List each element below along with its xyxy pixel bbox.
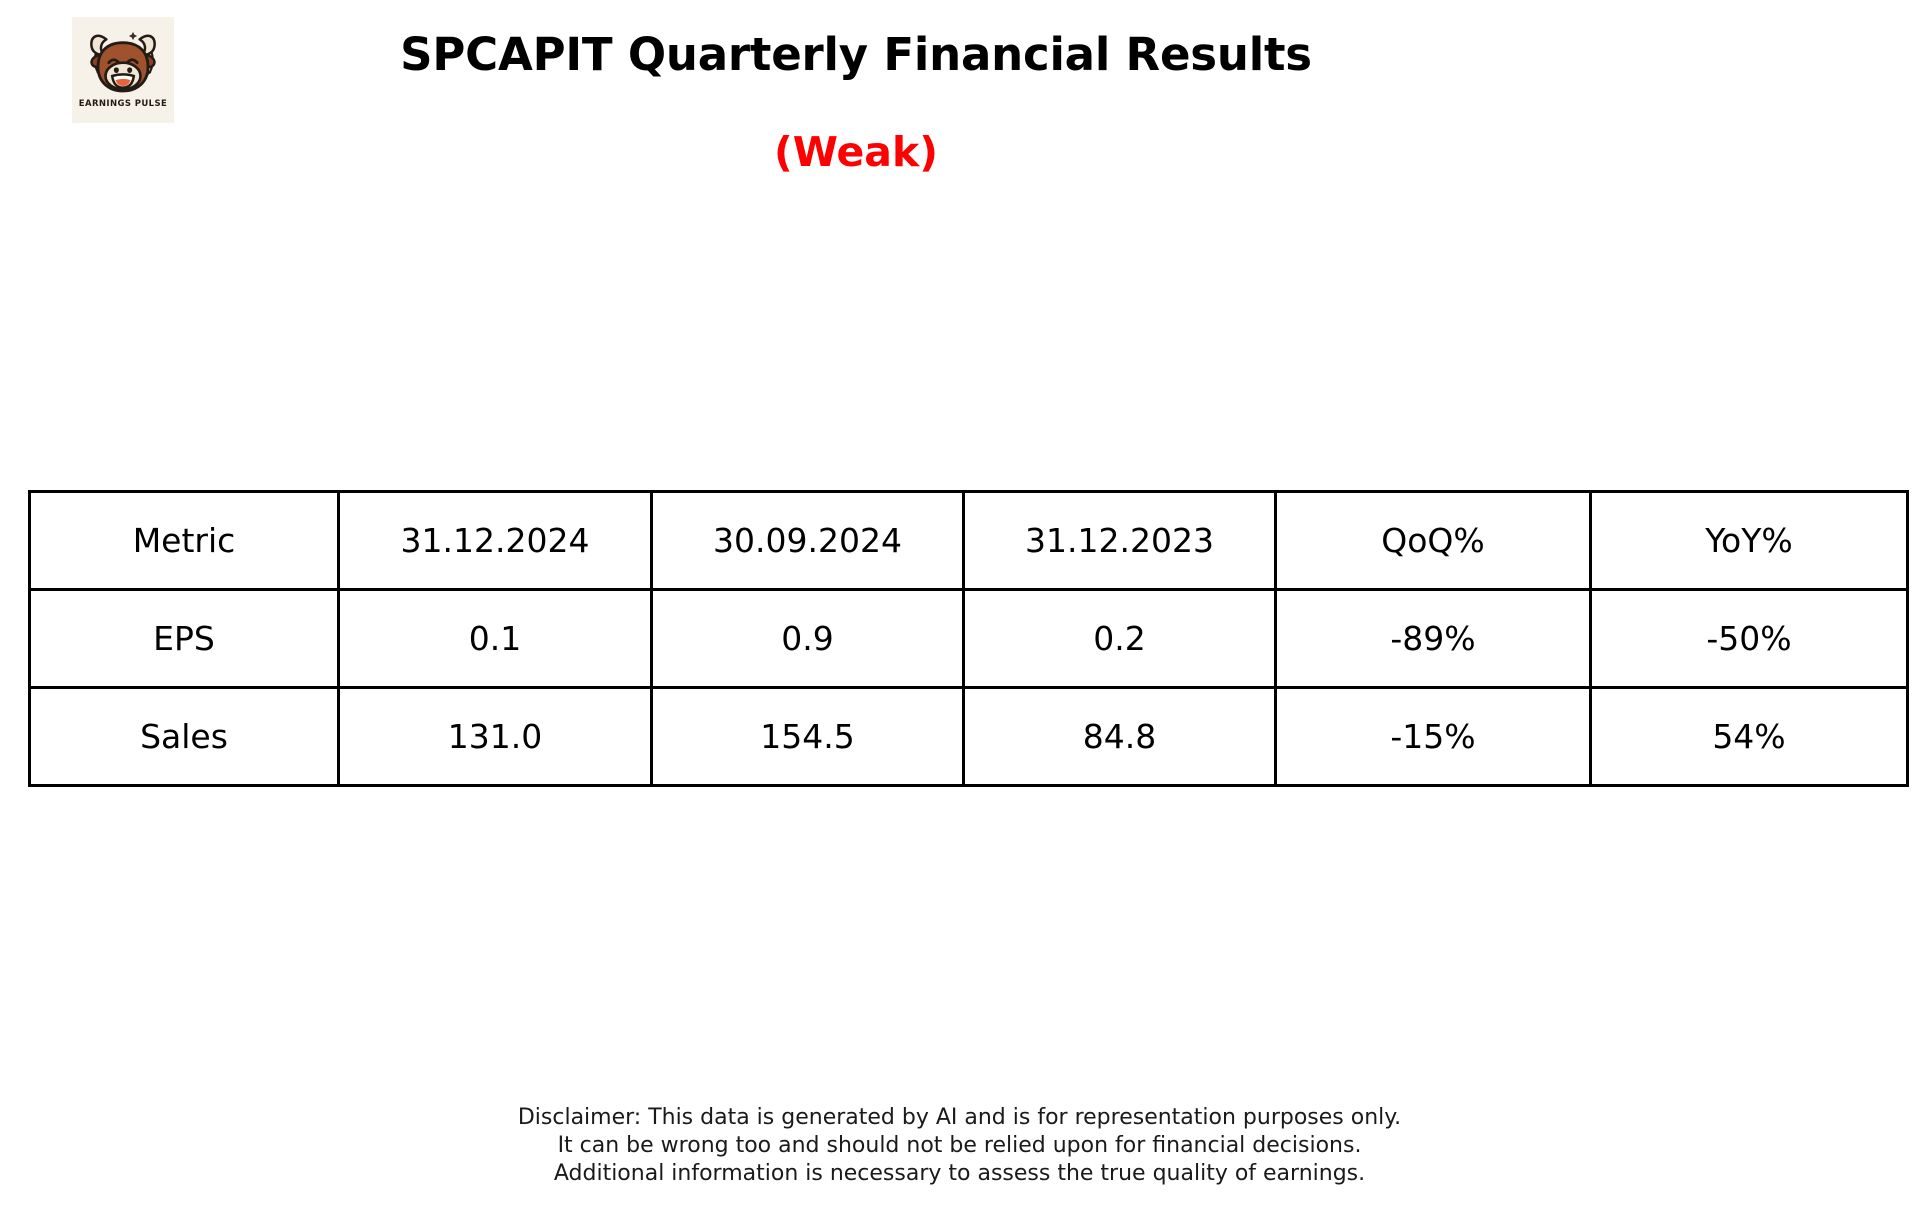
cell-sales-previous: 154.5 xyxy=(650,686,965,787)
brand-logo: EARNINGS PULSE xyxy=(72,17,174,123)
row-label-sales: Sales xyxy=(28,686,340,787)
column-header-yoy: YoY% xyxy=(1589,490,1909,591)
cell-eps-previous: 0.9 xyxy=(650,588,965,689)
logo-wordmark: EARNINGS PULSE xyxy=(78,99,168,109)
disclaimer: Disclaimer: This data is generated by AI… xyxy=(0,1104,1919,1188)
quarterly-results-table: Metric 31.12.2024 30.09.2024 31.12.2023 … xyxy=(28,490,1909,787)
cell-sales-yoy: 54% xyxy=(1589,686,1909,787)
column-header-q-current: 31.12.2024 xyxy=(337,490,653,591)
column-header-q-previous: 30.09.2024 xyxy=(650,490,965,591)
cell-sales-current: 131.0 xyxy=(337,686,653,787)
cell-eps-current: 0.1 xyxy=(337,588,653,689)
cell-sales-qoq: -15% xyxy=(1274,686,1592,787)
disclaimer-line-3: Additional information is necessary to a… xyxy=(553,1161,1366,1186)
cell-sales-yearago: 84.8 xyxy=(962,686,1277,787)
column-header-metric: Metric xyxy=(28,490,340,591)
table-row: Sales 131.0 154.5 84.8 -15% 54% xyxy=(28,686,1909,787)
page-title: SPCAPIT Quarterly Financial Results xyxy=(400,28,1312,81)
table-row: EPS 0.1 0.9 0.2 -89% -50% xyxy=(28,588,1909,689)
bull-mascot-icon xyxy=(90,31,156,93)
column-header-qoq: QoQ% xyxy=(1274,490,1592,591)
cell-eps-yoy: -50% xyxy=(1589,588,1909,689)
disclaimer-line-1: Disclaimer: This data is generated by AI… xyxy=(517,1105,1402,1130)
disclaimer-line-2: It can be wrong too and should not be re… xyxy=(557,1133,1362,1158)
sentiment-subtitle: (Weak) xyxy=(774,128,938,176)
cell-eps-yearago: 0.2 xyxy=(962,588,1277,689)
column-header-q-yearago: 31.12.2023 xyxy=(962,490,1277,591)
cell-eps-qoq: -89% xyxy=(1274,588,1592,689)
row-label-eps: EPS xyxy=(28,588,340,689)
table-header-row: Metric 31.12.2024 30.09.2024 31.12.2023 … xyxy=(28,490,1909,591)
